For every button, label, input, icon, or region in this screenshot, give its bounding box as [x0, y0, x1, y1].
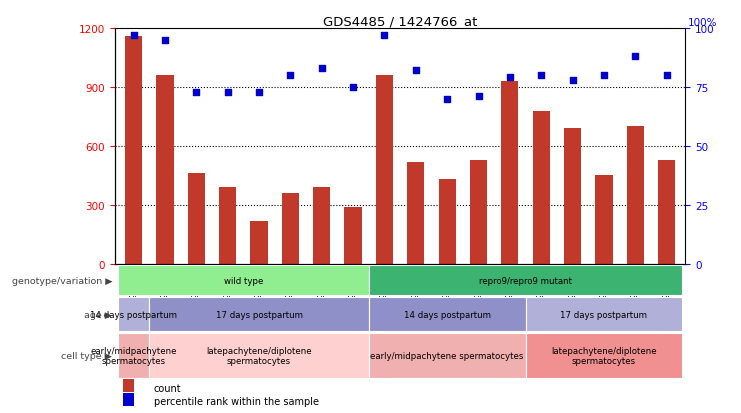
Bar	[525, 333, 682, 378]
Bar	[345, 207, 362, 264]
Bar	[124, 393, 133, 406]
Bar	[118, 333, 150, 378]
Text: 17 days postpartum: 17 days postpartum	[216, 310, 302, 319]
Point	[441, 96, 453, 103]
Point	[598, 73, 610, 79]
Text: count: count	[153, 383, 182, 393]
Bar	[124, 379, 133, 392]
Text: cell type ▶: cell type ▶	[61, 351, 112, 360]
Bar	[250, 221, 268, 264]
Point	[285, 73, 296, 79]
Text: latepachytene/diplotene
spermatocytes: latepachytene/diplotene spermatocytes	[551, 346, 657, 366]
Text: percentile rank within the sample: percentile rank within the sample	[153, 396, 319, 406]
Text: 17 days postpartum: 17 days postpartum	[560, 310, 648, 319]
Bar	[525, 298, 682, 331]
Point	[190, 89, 202, 96]
Point	[316, 66, 328, 72]
Point	[379, 33, 391, 39]
Bar	[408, 162, 425, 264]
Bar	[627, 127, 644, 264]
Text: genotype/variation ▶: genotype/variation ▶	[12, 276, 112, 285]
Bar	[313, 188, 330, 264]
Bar	[282, 194, 299, 264]
Bar	[439, 180, 456, 264]
Bar	[376, 76, 393, 264]
Bar	[470, 160, 487, 264]
Bar	[125, 37, 142, 264]
Text: 14 days postpartum: 14 days postpartum	[404, 310, 491, 319]
Bar	[369, 265, 682, 296]
Point	[661, 73, 673, 79]
Point	[504, 75, 516, 82]
Text: repro9/repro9 mutant: repro9/repro9 mutant	[479, 276, 572, 285]
Text: age ▶: age ▶	[84, 310, 112, 319]
Bar	[156, 76, 173, 264]
Point	[629, 54, 641, 60]
Bar	[150, 298, 369, 331]
Title: GDS4485 / 1424766_at: GDS4485 / 1424766_at	[323, 15, 477, 28]
Point	[535, 73, 547, 79]
Bar	[118, 298, 150, 331]
Point	[222, 89, 233, 96]
Point	[567, 77, 579, 84]
Point	[159, 37, 171, 44]
Bar	[564, 129, 581, 264]
Bar	[595, 176, 613, 264]
Bar	[533, 112, 550, 264]
Bar	[658, 160, 675, 264]
Text: 100%: 100%	[688, 17, 718, 28]
Bar	[369, 298, 525, 331]
Bar	[219, 188, 236, 264]
Bar	[150, 333, 369, 378]
Point	[410, 68, 422, 75]
Point	[473, 94, 485, 100]
Bar	[369, 333, 525, 378]
Text: early/midpachytene
spermatocytes: early/midpachytene spermatocytes	[90, 346, 177, 366]
Bar	[118, 265, 369, 296]
Bar	[187, 174, 205, 264]
Text: wild type: wild type	[224, 276, 263, 285]
Point	[127, 33, 139, 39]
Point	[348, 84, 359, 91]
Text: 14 days postpartum: 14 days postpartum	[90, 310, 177, 319]
Text: latepachytene/diplotene
spermatocytes: latepachytene/diplotene spermatocytes	[206, 346, 312, 366]
Bar	[501, 82, 519, 264]
Point	[253, 89, 265, 96]
Text: early/midpachytene spermatocytes: early/midpachytene spermatocytes	[370, 351, 524, 360]
